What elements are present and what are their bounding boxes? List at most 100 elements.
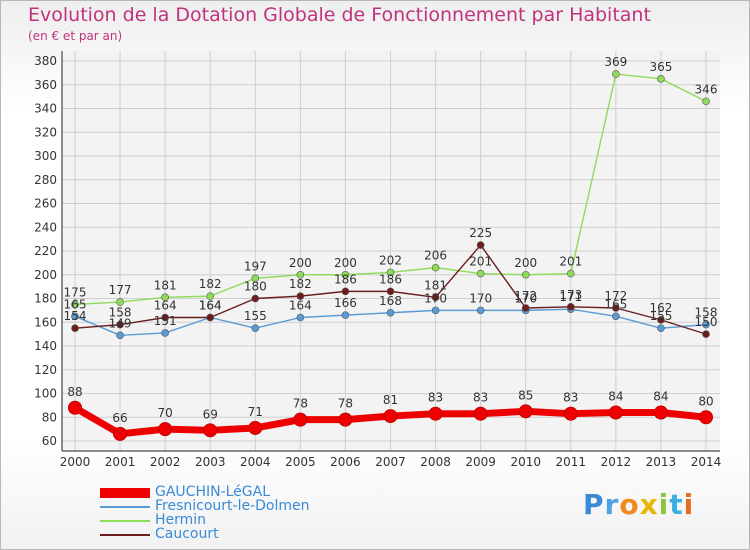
- x-tick-label: 2013: [646, 455, 677, 469]
- y-tick-label: 60: [42, 434, 57, 448]
- data-label: 155: [244, 309, 267, 323]
- data-label: 150: [695, 315, 718, 329]
- legend-label: Caucourt: [155, 526, 219, 542]
- logo-letter: r: [604, 488, 620, 521]
- data-point: [71, 312, 79, 321]
- x-tick-label: 2001: [105, 455, 136, 469]
- data-point: [702, 320, 710, 329]
- data-point: [71, 300, 79, 309]
- data-label: 165: [64, 297, 87, 311]
- grid-layer: [62, 51, 720, 451]
- data-point: [702, 97, 710, 106]
- data-label: 369: [604, 55, 627, 69]
- data-point: [699, 410, 713, 425]
- x-tick-label: 2002: [150, 455, 181, 469]
- data-label: 168: [379, 294, 402, 308]
- logo-letter: o: [619, 488, 640, 521]
- data-point: [566, 269, 575, 278]
- data-point: [657, 75, 665, 83]
- data-label: 71: [248, 405, 263, 419]
- data-point: [566, 303, 575, 311]
- data-label: 170: [424, 291, 447, 305]
- y-tick-label: 240: [34, 220, 57, 234]
- data-point: [206, 292, 215, 300]
- y-tick-label: 300: [34, 149, 57, 163]
- y-tick-label: 320: [34, 125, 57, 139]
- data-label: 84: [653, 390, 668, 404]
- axis-layer: 60 80 100 120 140 160 180 200 220 240 260 280 300 320…: [34, 51, 721, 469]
- data-label: 180: [244, 280, 267, 294]
- logo-letter: i: [683, 488, 695, 521]
- y-tick-label: 160: [34, 315, 57, 329]
- data-point: [612, 312, 620, 321]
- data-point: [518, 404, 533, 419]
- data-label: 181: [424, 278, 447, 292]
- data-point: [296, 270, 305, 279]
- data-label: 154: [64, 309, 87, 323]
- y-tick-label: 360: [34, 78, 57, 92]
- data-label: 84: [608, 390, 623, 404]
- data-point: [473, 406, 488, 421]
- data-point: [293, 412, 308, 427]
- data-label: 164: [154, 299, 177, 313]
- proxiti-logo: Proxiti: [583, 488, 694, 521]
- data-point: [116, 298, 124, 306]
- data-point: [383, 409, 398, 424]
- y-tick-label: 80: [42, 410, 57, 424]
- data-label: 83: [473, 391, 488, 405]
- data-label: 85: [518, 388, 533, 402]
- data-point: [161, 329, 169, 337]
- data-point: [563, 406, 578, 421]
- legend-swatch: [100, 520, 150, 522]
- x-tick-label: 2010: [510, 455, 541, 469]
- data-label: 162: [649, 301, 672, 315]
- data-label: 200: [514, 256, 537, 270]
- data-point: [431, 263, 440, 272]
- data-point: [296, 292, 305, 300]
- data-label: 200: [289, 256, 312, 270]
- y-tick-label: 280: [34, 173, 57, 187]
- data-label: 83: [428, 391, 443, 405]
- data-point: [608, 405, 623, 420]
- chart-title: Evolution de la Dotation Globale de Fonc…: [28, 4, 651, 26]
- data-point: [476, 241, 485, 249]
- data-point: [341, 311, 350, 319]
- data-label: 166: [334, 296, 357, 310]
- y-tick-label: 220: [34, 244, 57, 258]
- data-point: [657, 316, 665, 324]
- data-label: 172: [604, 289, 627, 303]
- data-label: 177: [109, 283, 132, 297]
- legend-swatch: [100, 534, 150, 536]
- data-label: 202: [379, 253, 402, 267]
- logo-letter: P: [583, 488, 605, 521]
- y-tick-label: 100: [34, 387, 57, 401]
- x-tick-label: 2004: [240, 455, 271, 469]
- legend-swatch: [100, 506, 150, 508]
- data-point: [116, 331, 124, 340]
- x-tick-label: 2012: [601, 455, 632, 469]
- x-tick-label: 2009: [465, 455, 496, 469]
- data-point: [702, 330, 710, 338]
- data-point: [251, 274, 260, 283]
- data-label: 155: [649, 309, 672, 323]
- data-point: [113, 426, 128, 441]
- data-label: 83: [563, 391, 578, 405]
- data-point: [428, 406, 443, 421]
- data-label: 69: [203, 407, 218, 421]
- data-point: [338, 412, 353, 427]
- data-label: 181: [154, 278, 177, 292]
- data-label: 182: [289, 277, 312, 291]
- data-label: 201: [469, 255, 492, 269]
- data-label: 151: [154, 314, 177, 328]
- data-label: 171: [559, 290, 582, 304]
- x-tick-label: 2000: [60, 455, 91, 469]
- data-label: 200: [334, 256, 357, 270]
- data-label: 66: [112, 411, 127, 425]
- data-label: 206: [424, 249, 447, 263]
- data-point: [341, 287, 350, 296]
- data-point: [653, 405, 668, 420]
- chart-subtitle: (en € et par an): [28, 29, 123, 43]
- data-point: [161, 293, 169, 302]
- data-label: 197: [244, 259, 267, 273]
